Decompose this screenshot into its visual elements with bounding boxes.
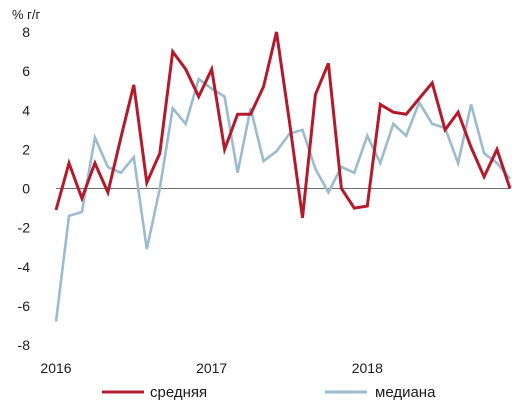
series-line-mean — [54, 31, 512, 219]
series-lines — [54, 31, 512, 322]
y-unit-label: % г/г — [12, 7, 41, 22]
y-tick-label: 8 — [22, 24, 30, 40]
y-tick-label: -8 — [18, 337, 31, 353]
y-tick-label: 4 — [22, 102, 30, 118]
x-tick-label: 2018 — [352, 360, 383, 376]
legend-label: медиана — [375, 384, 436, 401]
y-tick-label: -4 — [18, 259, 31, 275]
y-tick-label: 0 — [22, 181, 30, 197]
y-tick-label: 6 — [22, 63, 30, 79]
legend-label: средняя — [150, 384, 207, 401]
x-tick-label: 2017 — [196, 360, 227, 376]
y-tick-label: -2 — [18, 220, 31, 236]
y-tick-label: -6 — [18, 298, 31, 314]
y-tick-label: 2 — [22, 141, 30, 157]
x-axis-ticks: 2016 2017 2018 — [40, 360, 383, 376]
y-axis-ticks: 8 6 4 2 0 -2 -4 -6 -8 — [18, 24, 31, 353]
x-tick-label: 2016 — [40, 360, 71, 376]
series-line-median — [54, 76, 511, 322]
legend: средняя медиана — [102, 384, 436, 401]
